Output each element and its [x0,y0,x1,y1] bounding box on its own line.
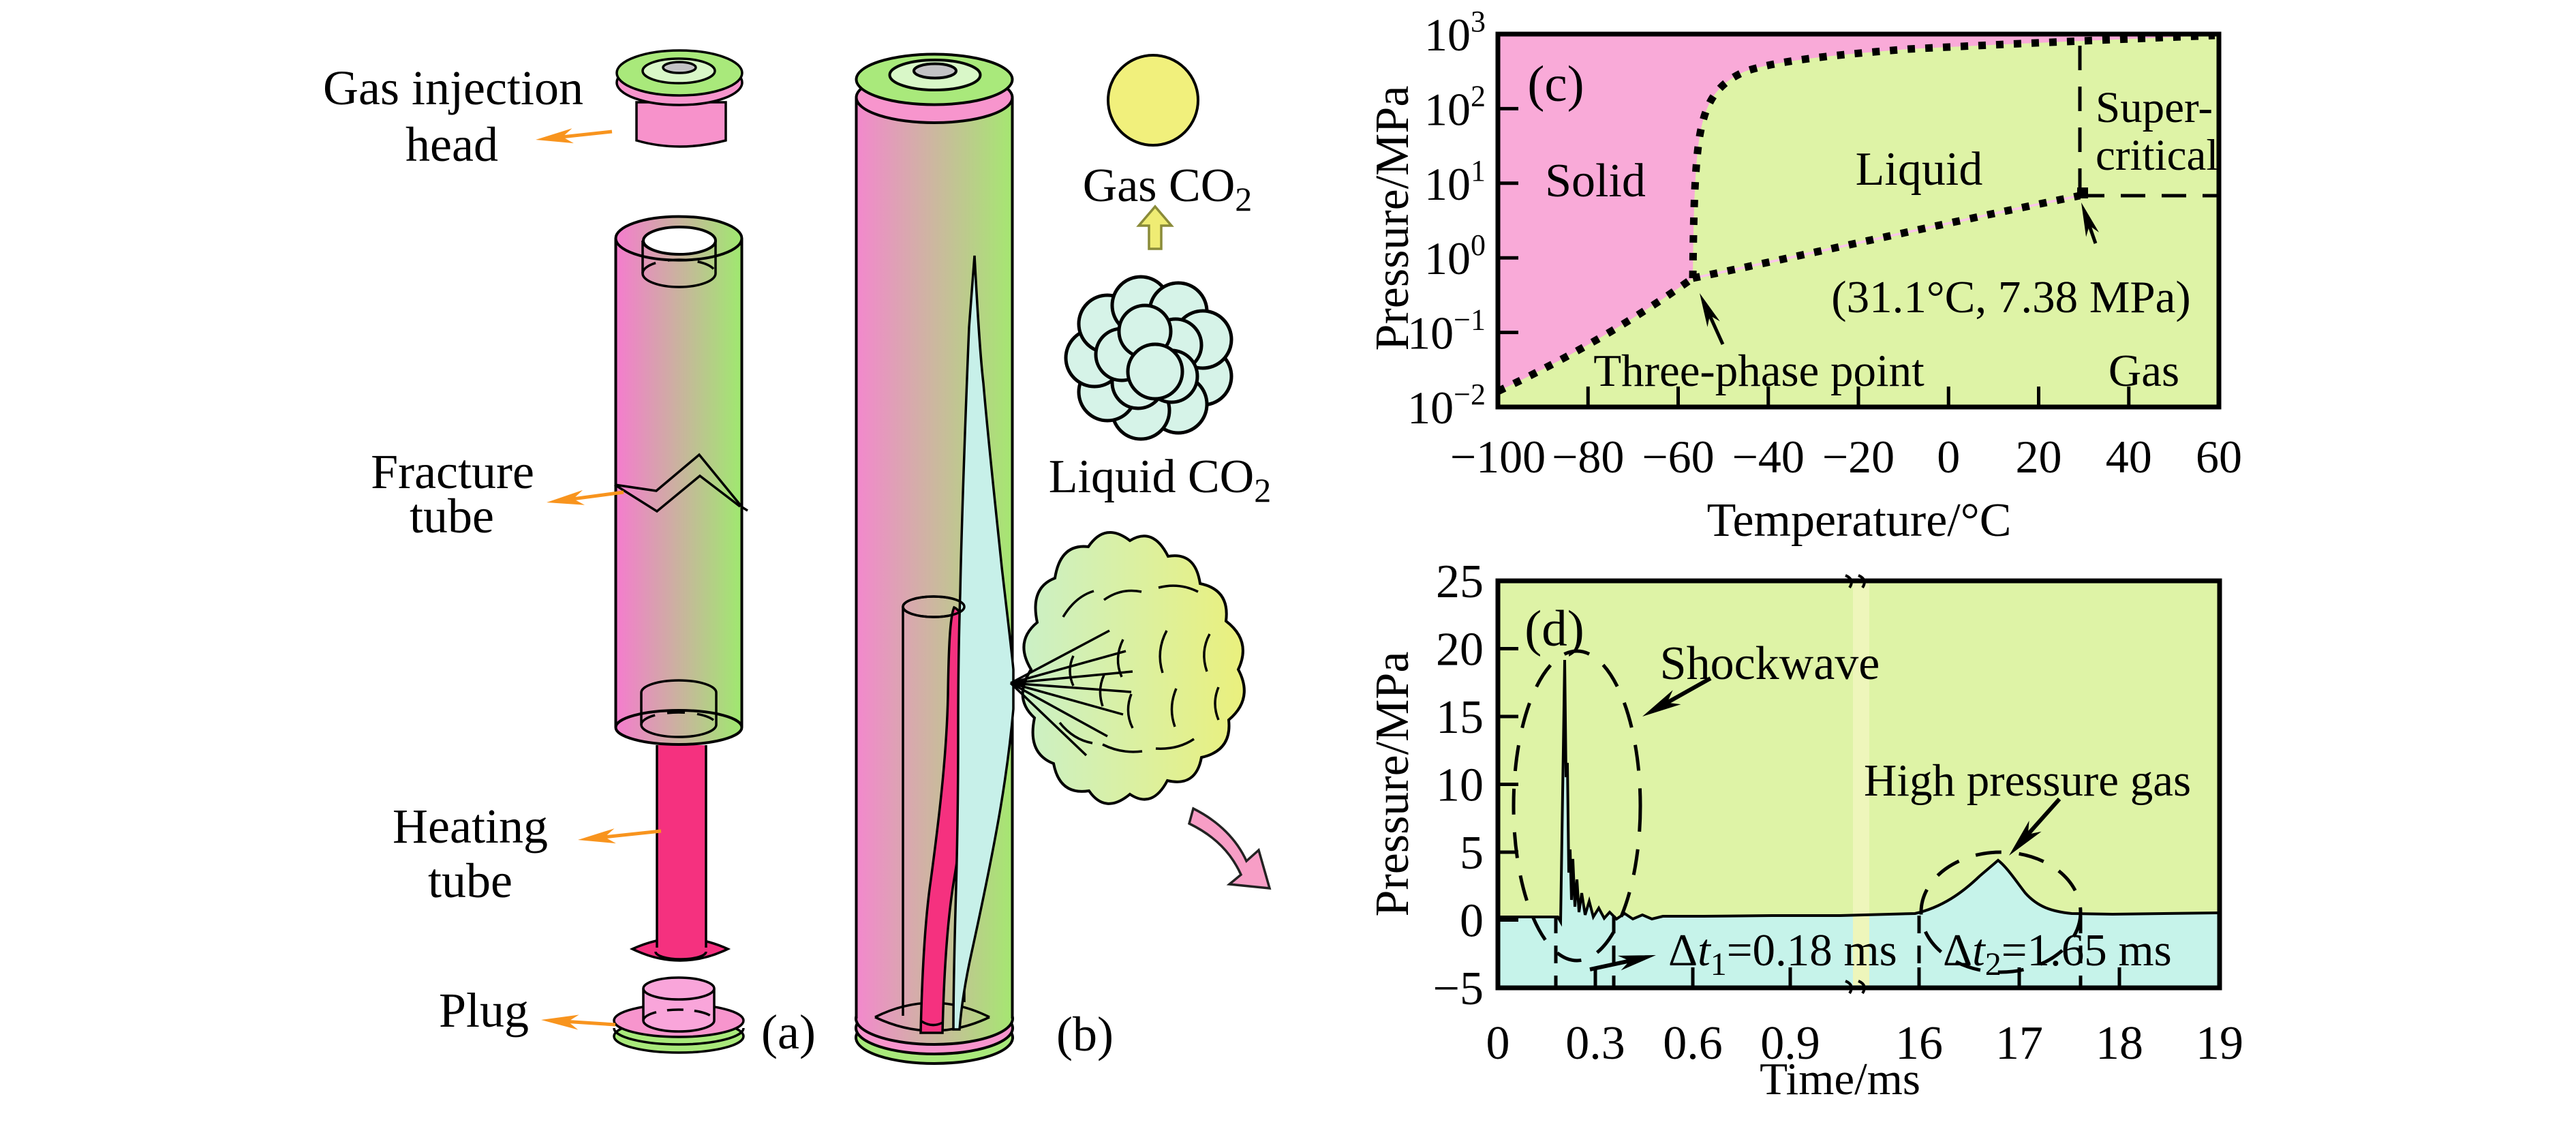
svg-text:Pressure/MPa: Pressure/MPa [1366,652,1419,917]
svg-text:−40: −40 [1732,431,1805,483]
svg-text:0: 0 [1486,1017,1510,1070]
svg-text:Δt1=0.18 ms: Δt1=0.18 ms [1668,925,1897,982]
svg-text:(31.1°C, 7.38 MPa): (31.1°C, 7.38 MPa) [1831,272,2190,322]
svg-text:25: 25 [1436,556,1484,608]
svg-text:Super-: Super- [2096,83,2213,132]
svg-text:Gas: Gas [2109,346,2179,396]
svg-text:critical: critical [2096,131,2218,180]
svg-text:Three-phase point: Three-phase point [1593,346,1925,396]
svg-text:(a): (a) [761,1005,816,1059]
svg-text:−100: −100 [1450,431,1546,483]
svg-text:0.6: 0.6 [1663,1017,1723,1070]
svg-text:Temperature/°C: Temperature/°C [1707,494,2012,547]
svg-text:−80: −80 [1552,431,1624,483]
svg-text:−20: −20 [1822,431,1895,483]
svg-text:(d): (d) [1524,601,1584,657]
svg-text:19: 19 [2196,1017,2243,1070]
svg-text:tube: tube [410,489,494,543]
svg-text:Fracture: Fracture [371,444,534,499]
svg-text:17: 17 [1995,1017,2043,1070]
svg-text:Liquid: Liquid [1856,143,1983,196]
svg-text:Gas injection: Gas injection [323,61,583,115]
svg-text:Δt2=1.65 ms: Δt2=1.65 ms [1943,925,2172,982]
svg-text:Gas CO2: Gas CO2 [1083,160,1253,218]
svg-text:5: 5 [1460,827,1484,879]
svg-text:Plug: Plug [439,983,529,1038]
svg-text:0.3: 0.3 [1565,1017,1625,1070]
svg-text:Time/ms: Time/ms [1760,1054,1920,1104]
svg-text:High pressure gas: High pressure gas [1864,755,2191,806]
svg-text:−5: −5 [1433,963,1484,1015]
svg-text:18: 18 [2096,1017,2143,1070]
svg-text:(c): (c) [1527,56,1584,112]
svg-text:20: 20 [1436,624,1484,676]
svg-text:16: 16 [1895,1017,1943,1070]
svg-text:20: 20 [2016,431,2062,483]
svg-text:Pressure/MPa: Pressure/MPa [1366,86,1419,351]
svg-text:(b): (b) [1056,1007,1114,1061]
svg-text:40: 40 [2106,431,2152,483]
svg-text:15: 15 [1436,691,1484,744]
svg-text:10: 10 [1436,759,1484,812]
svg-text:−60: −60 [1642,431,1714,483]
svg-text:Heating: Heating [393,799,548,854]
svg-text:head: head [405,117,498,172]
svg-text:0: 0 [1460,895,1484,948]
svg-text:0.9: 0.9 [1760,1017,1820,1070]
svg-text:tube: tube [428,854,512,908]
svg-text:0: 0 [1937,431,1960,483]
svg-text:60: 60 [2196,431,2242,483]
svg-text:Solid: Solid [1545,155,1646,207]
svg-text:Shockwave: Shockwave [1660,637,1880,690]
svg-text:Liquid CO2: Liquid CO2 [1049,451,1271,509]
